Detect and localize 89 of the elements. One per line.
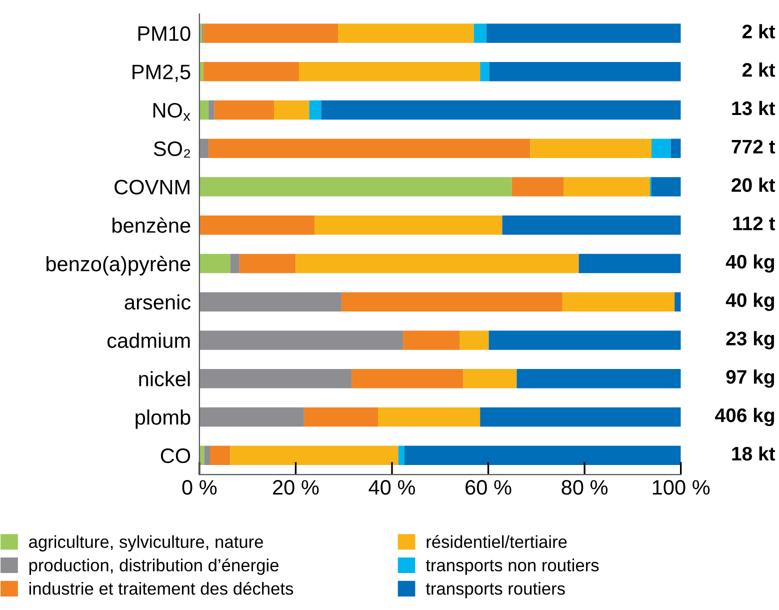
bar: [378, 407, 480, 427]
text: 23 kg: [726, 331, 774, 350]
bar: [670, 138, 681, 158]
bar: [674, 292, 681, 312]
bar: [338, 24, 474, 43]
bar: [502, 216, 681, 235]
text: 2 kt: [742, 24, 776, 38]
bar: [530, 138, 652, 158]
bar: [199, 62, 204, 82]
legend-label: transports non routiers: [426, 558, 599, 575]
y-tick-label: cadmium: [107, 332, 190, 348]
bar: [314, 216, 502, 235]
text: 97 kg: [726, 370, 774, 388]
bar: [199, 138, 209, 158]
y-tick-label: CO: [160, 448, 190, 464]
bar: [208, 100, 214, 120]
bar: [321, 100, 681, 120]
x-tick-label: 80 %: [562, 480, 608, 495]
text: 406 kg: [715, 408, 774, 426]
legend-label: résidentiel/tertiaire: [426, 535, 567, 548]
bar: [304, 407, 378, 427]
bar: [651, 138, 671, 158]
y-tick-label: COVNM: [114, 180, 190, 194]
text: 40 kg: [726, 254, 774, 273]
x-tick-label: 20 %: [273, 480, 319, 495]
x-tick-label: 0 %: [182, 480, 217, 495]
y-tick-label: PM10: [138, 26, 190, 41]
y-tick-label: SO₂: [154, 141, 190, 158]
bar: [274, 100, 310, 120]
bar: [230, 446, 398, 465]
bar: [230, 254, 240, 274]
bar: [199, 100, 209, 120]
y-tick-label: arsenic: [124, 294, 191, 310]
bar: [486, 24, 681, 43]
legend-label: industrie et traitement des déchets: [29, 582, 294, 595]
legend-label: transports routiers: [426, 582, 565, 598]
text: 2 kt: [742, 62, 776, 77]
text: 40 kg: [726, 292, 774, 311]
bar: [474, 24, 486, 43]
bar: [203, 24, 338, 43]
y-tick-label: benzo(a)pyrène: [46, 256, 190, 276]
bar: [199, 292, 342, 312]
bar: [488, 330, 681, 350]
bar: [341, 292, 562, 312]
bar: [460, 330, 489, 350]
legend-label: production, distribution d’énergie: [29, 558, 278, 575]
bar: [203, 62, 300, 82]
bar: [463, 369, 517, 388]
y-tick-label: plomb: [136, 409, 190, 429]
bar: [578, 254, 681, 274]
text: 18 kt: [732, 446, 776, 461]
text: 112 t: [733, 216, 776, 230]
bar: [239, 254, 296, 274]
bar: [562, 292, 675, 312]
bar: [516, 369, 681, 388]
bar: [352, 369, 464, 388]
y-tick-label: nickel: [139, 371, 190, 386]
bar: [214, 100, 274, 120]
legend-label: agriculture, sylviculture, nature: [29, 535, 263, 552]
bar: [210, 446, 230, 465]
y-tick-label: PM2,5: [132, 64, 190, 82]
bar: [564, 177, 650, 196]
bar: [296, 254, 579, 274]
bar: [489, 62, 681, 82]
bar: [208, 138, 530, 158]
text: 20 kt: [732, 178, 776, 192]
bar: [199, 369, 352, 388]
x-tick-label: 60 %: [466, 480, 512, 495]
bar: [299, 62, 480, 82]
bar: [398, 446, 405, 465]
bar: [199, 216, 314, 235]
bar: [403, 330, 460, 350]
bar: [199, 177, 512, 196]
bar: [651, 177, 681, 196]
bar: [199, 254, 230, 274]
bar: [404, 446, 681, 465]
bar: [199, 330, 404, 350]
y-tick-label: NO$_{x}$: [153, 102, 190, 121]
bar: [480, 62, 490, 82]
bar: [204, 446, 210, 465]
y-tick-label: benzène: [112, 217, 190, 233]
bar: [309, 100, 322, 120]
x-tick-label: 40 %: [368, 480, 415, 495]
bar: [199, 407, 304, 427]
x-tick-label: 100 %: [652, 480, 710, 495]
bar: [480, 407, 681, 427]
bar: [512, 177, 564, 196]
text: 13 kt: [732, 100, 776, 116]
text: 772 t: [732, 140, 776, 154]
